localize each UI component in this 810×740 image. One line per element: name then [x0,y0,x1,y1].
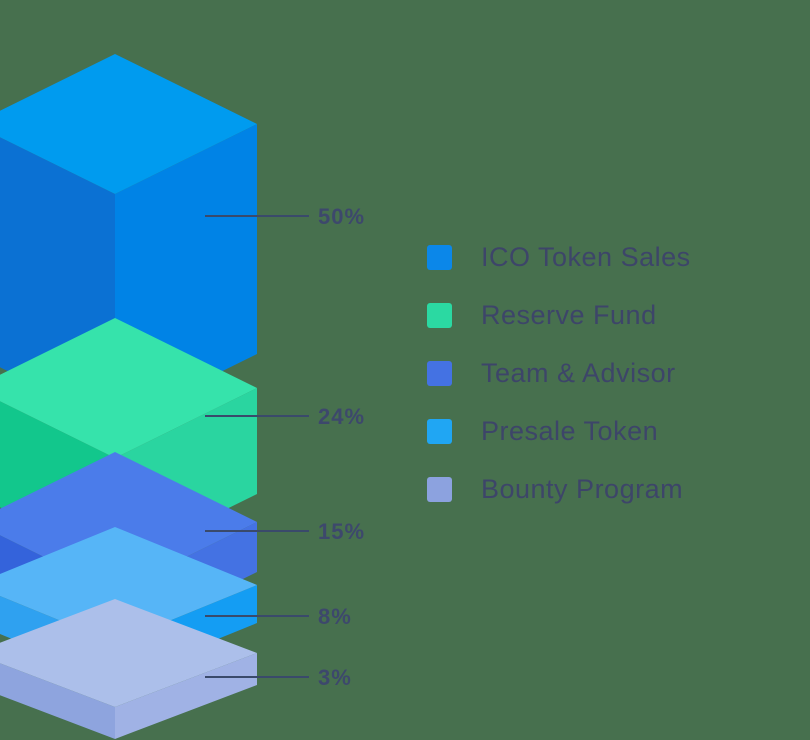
percent-label: 15% [318,519,365,544]
percent-label: 24% [318,404,365,429]
box-right-face [115,653,257,739]
legend-item-2: Team & Advisor [427,357,691,389]
legend-swatch [427,302,452,328]
legend-label: Bounty Program [481,473,684,504]
percent-label: 3% [318,665,352,690]
stack-box-4 [0,599,257,739]
legend-item-4: Bounty Program [427,473,691,505]
box-top-face [0,54,257,194]
legend-label: Team & Advisor [481,357,676,388]
percent-label: 50% [318,204,365,229]
legend-swatch [427,476,452,502]
box-left-face [0,663,115,739]
legend-swatch [427,360,452,386]
legend-item-1: Reserve Fund [427,299,691,331]
legend-swatch [427,418,452,444]
legend-item-3: Presale Token [427,415,691,447]
box-top-face [0,527,257,643]
box-top-face [0,318,257,458]
legend-item-0: ICO Token Sales [427,241,691,273]
legend-label: Presale Token [481,415,659,446]
legend: ICO Token Sales Reserve Fund Team & Adviso… [427,241,691,505]
legend-label: Reserve Fund [481,299,657,330]
box-top-face [0,599,257,707]
legend-swatch [427,244,452,270]
legend-label: ICO Token Sales [481,241,691,272]
percent-label: 8% [318,604,352,629]
stack-box-0 [0,54,257,424]
